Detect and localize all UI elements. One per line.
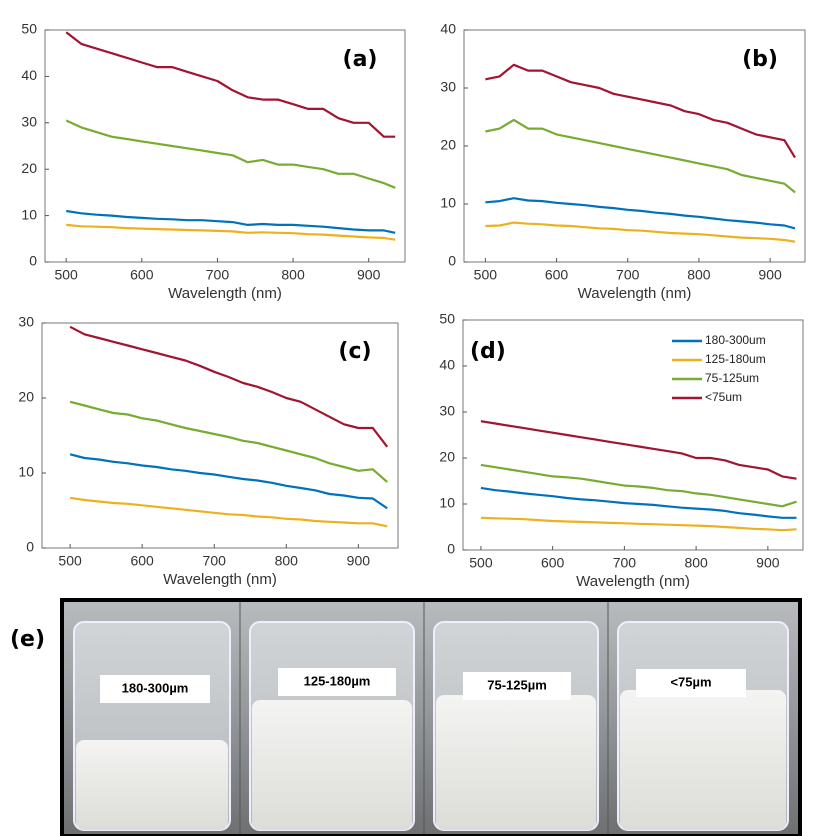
x-tick-label: 500	[54, 267, 78, 283]
panel-label: (d)	[470, 339, 506, 364]
series-line	[65, 31, 396, 138]
liquid	[252, 700, 412, 830]
y-tick-label: 30	[439, 403, 455, 419]
series-line	[485, 118, 796, 194]
series-line	[69, 453, 388, 510]
liquid	[620, 690, 786, 830]
plot-area	[44, 29, 406, 263]
legend-label: 75-125um	[705, 371, 759, 385]
chart: 0 10 20 30 40 500 600 700 800 900 Wavelength (nm) (…	[440, 21, 806, 302]
series-line	[66, 223, 396, 241]
y-tick-label: 20	[21, 160, 37, 176]
y-tick-label: 20	[440, 137, 456, 153]
panel-label: (c)	[338, 339, 371, 364]
x-tick-label: 900	[357, 267, 381, 283]
y-tick-label: 10	[21, 206, 37, 222]
y-tick-label: 50	[439, 311, 455, 327]
sample-label-box	[278, 668, 396, 696]
x-tick-label: 800	[684, 555, 708, 571]
x-tick-label: 600	[545, 267, 569, 283]
x-tick-label: 600	[130, 267, 154, 283]
series-line	[66, 209, 396, 234]
y-tick-label: 30	[21, 114, 37, 130]
y-tick-label: 40	[21, 67, 37, 83]
panel-label: (e)	[10, 627, 45, 652]
x-tick-label: 800	[281, 267, 305, 283]
plot-area	[462, 319, 804, 551]
x-tick-label: 500	[469, 555, 493, 571]
x-tick-label: 900	[347, 553, 371, 569]
photo-panel: (e) 180-300µm 125-180µm 75-125µm <75µm	[10, 598, 802, 836]
series-line	[480, 463, 797, 508]
legend-label: 180-300um	[705, 333, 766, 347]
y-tick-label: 30	[18, 314, 34, 330]
x-tick-label: 900	[758, 267, 782, 283]
legend-label: <75um	[705, 390, 742, 404]
x-tick-label: 700	[613, 555, 637, 571]
y-tick-label: 50	[21, 21, 37, 37]
series-line	[65, 119, 396, 189]
x-tick-label: 500	[474, 267, 498, 283]
x-tick-label: 600	[130, 553, 154, 569]
y-tick-label: 0	[447, 541, 455, 557]
panel-label: (b)	[742, 47, 778, 72]
x-tick-label: 800	[275, 553, 299, 569]
series-line	[485, 197, 796, 230]
y-tick-label: 10	[440, 195, 456, 211]
y-tick-label: 40	[439, 357, 455, 373]
series-line	[480, 516, 797, 532]
y-tick-label: 0	[26, 539, 34, 555]
series-line	[69, 325, 389, 448]
series-line	[485, 221, 796, 243]
series-line	[485, 63, 796, 159]
chart: 0 10 20 30 500 600 700 800 900 Wavelength (nm) (c)	[18, 314, 399, 588]
x-tick-label: 600	[541, 555, 565, 571]
x-axis-label: Wavelength (nm)	[163, 571, 277, 588]
legend-label: 125-180um	[705, 352, 766, 366]
sample-label: 180-300µm	[122, 680, 189, 695]
chart: 0 10 20 30 40 50 500 600 700 800 900 Wavelength (nm…	[21, 21, 406, 302]
y-tick-label: 0	[29, 253, 37, 269]
liquid	[436, 695, 596, 830]
sample-label: 75-125µm	[487, 677, 547, 692]
x-tick-label: 700	[616, 267, 640, 283]
y-tick-label: 30	[440, 79, 456, 95]
x-axis-label: Wavelength (nm)	[168, 285, 282, 302]
x-tick-label: 500	[58, 553, 82, 569]
x-tick-label: 700	[206, 267, 230, 283]
chart: 0 10 20 30 40 50 500 600 700 800 900 Wavelength (nm…	[439, 311, 804, 590]
y-tick-label: 20	[439, 449, 455, 465]
series-line	[69, 496, 388, 528]
x-axis-label: Wavelength (nm)	[576, 573, 690, 590]
y-tick-label: 20	[18, 389, 34, 405]
x-tick-label: 800	[687, 267, 711, 283]
x-axis-label: Wavelength (nm)	[578, 285, 692, 302]
series-line	[480, 486, 797, 519]
series-line	[69, 400, 388, 483]
liquid	[76, 740, 228, 830]
sample-label: <75µm	[670, 674, 711, 689]
y-tick-label: 40	[440, 21, 456, 37]
panel-label: (a)	[343, 47, 378, 72]
series-line	[480, 420, 797, 480]
x-tick-label: 900	[756, 555, 780, 571]
x-tick-label: 700	[203, 553, 227, 569]
y-tick-label: 10	[18, 464, 34, 480]
sample-label-box	[636, 669, 746, 697]
sample-label: 125-180µm	[304, 673, 371, 688]
y-tick-label: 10	[439, 495, 455, 511]
y-tick-label: 0	[448, 253, 456, 269]
sample-label-box	[463, 672, 571, 700]
sample-label-box	[100, 675, 210, 703]
